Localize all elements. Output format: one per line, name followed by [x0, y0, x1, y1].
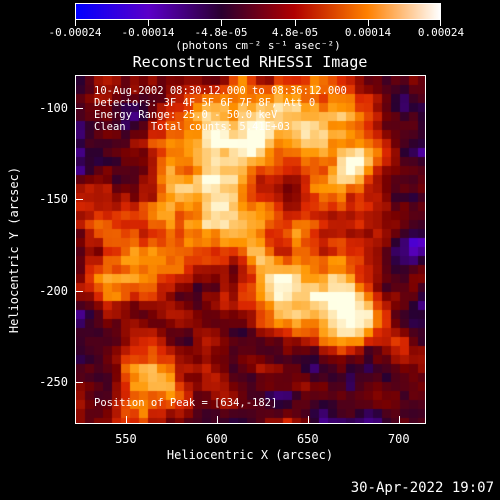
colorbar-tick-label: -4.8e-05 — [194, 26, 248, 39]
x-tick — [398, 416, 400, 424]
x-tick-label: 650 — [296, 432, 319, 446]
info-line-2: Detectors: 3F 4F 5F 6F 7F 8F, Att 0 — [94, 97, 316, 109]
x-tick-label: 550 — [115, 432, 137, 446]
colorbar-units: (photons cm⁻² s⁻¹ asec⁻²) — [175, 39, 341, 52]
x-tick — [216, 416, 218, 424]
x-tick — [125, 416, 127, 424]
colorbar-tick — [75, 20, 76, 26]
y-tick-label: -150 — [39, 192, 68, 207]
x-axis-label: Heliocentric X (arcsec) — [166, 448, 334, 462]
x-tick-label: 700 — [387, 432, 410, 446]
y-tick-label: -100 — [39, 100, 68, 115]
colorbar-tick — [148, 20, 149, 26]
colorbar-tick — [440, 20, 441, 26]
x-tick-label: 600 — [206, 432, 228, 446]
y-tick — [75, 290, 83, 292]
colorbar-tick — [368, 20, 369, 26]
heatmap-image — [76, 76, 425, 423]
info-line-1: 10-Aug-2002 08:30:12.000 to 08:36:12.000 — [94, 85, 347, 97]
info-line-4: Clean Total counts: 5.41E+03 — [94, 121, 290, 133]
y-tick-label: -250 — [39, 374, 68, 389]
colorbar-tick-label: 0.00014 — [344, 26, 392, 39]
y-tick-label: -200 — [39, 283, 68, 298]
x-tick — [307, 416, 309, 424]
y-tick — [75, 199, 83, 201]
colorbar-tick-label: -0.00024 — [48, 26, 102, 39]
colorbar-tick-label: 4.8e-05 — [271, 26, 319, 39]
y-axis-label: Heliocentric Y (arcsec) — [7, 166, 21, 334]
colorbar — [75, 3, 441, 20]
y-tick — [75, 381, 83, 383]
y-tick — [75, 107, 83, 109]
colorbar-tick — [221, 20, 222, 26]
peak-position-label: Position of Peak = [634,-182] — [94, 397, 278, 409]
colorbar-tick — [295, 20, 296, 26]
timestamp: 30-Apr-2022 19:07 — [350, 480, 494, 496]
info-line-3: Energy Range: 25.0 - 50.0 keV — [94, 109, 278, 121]
colorbar-tick-label: 0.00024 — [417, 26, 465, 39]
plot-area: 10-Aug-2002 08:30:12.000 to 08:36:12.000… — [75, 75, 426, 424]
colorbar-tick-label: -0.00014 — [121, 26, 175, 39]
plot-title: Reconstructed RHESSI Image — [132, 53, 368, 71]
